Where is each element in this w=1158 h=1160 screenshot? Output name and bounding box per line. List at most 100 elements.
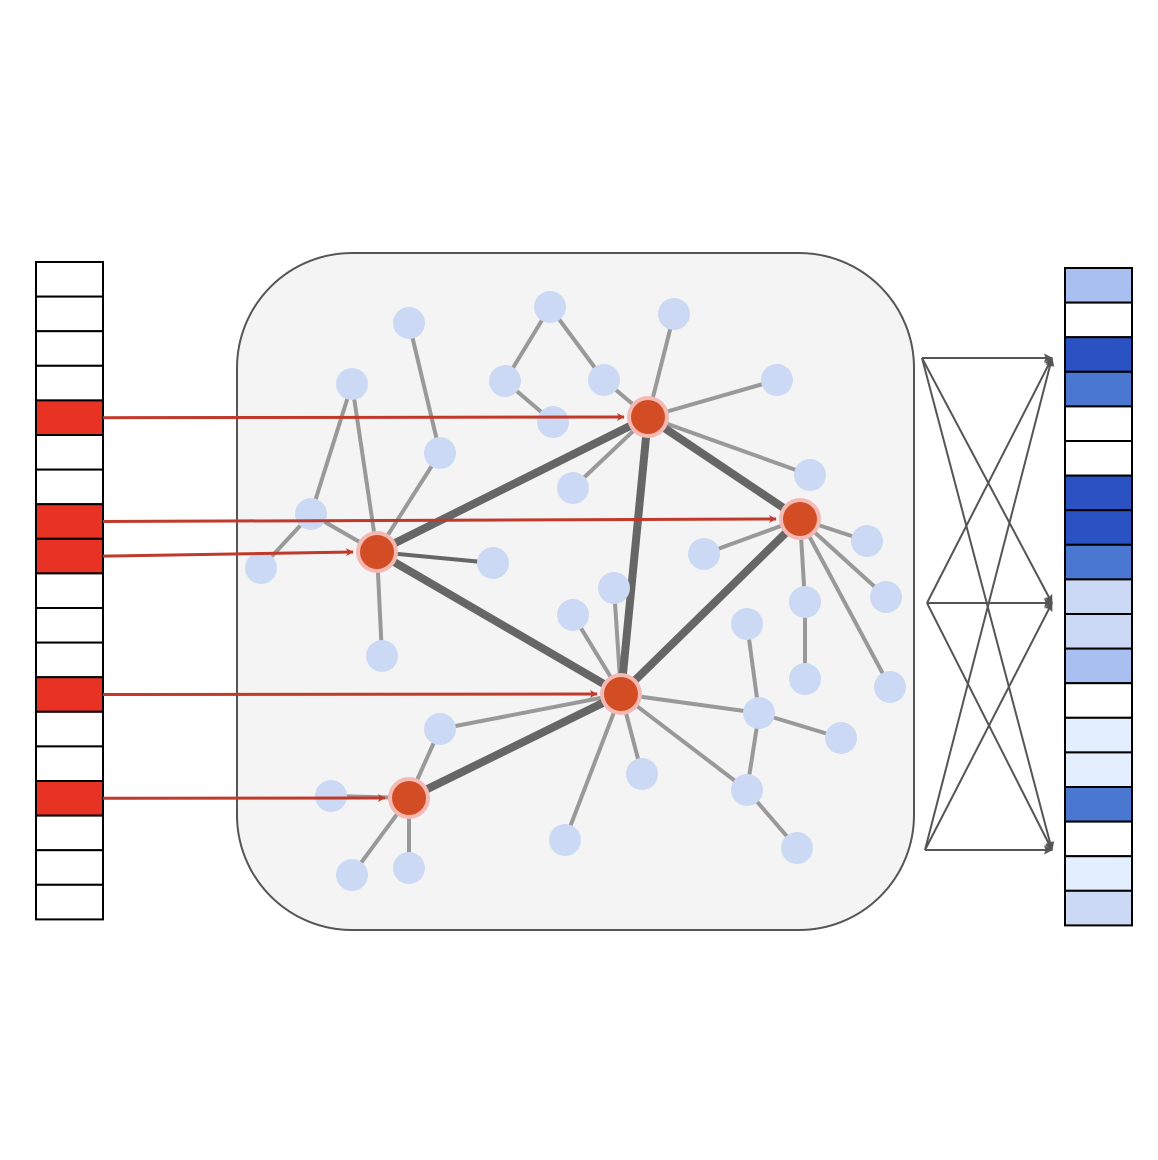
input-cell-16 [35,814,104,852]
light-node-33 [336,859,368,891]
edge-hub-d-l31 [563,692,623,842]
output-cell-14 [1064,751,1133,789]
edge-l7-hub-a [646,378,779,419]
light-node-11 [557,472,589,504]
output-cell-15 [1064,786,1133,823]
light-node-22 [366,640,398,672]
graph-panel [236,252,915,931]
input-cell-14 [35,745,104,783]
output-cell-8 [1064,543,1133,581]
light-node-27 [825,722,857,754]
edge-l1-l9 [407,321,442,455]
light-node-13 [688,538,720,570]
edge-l4-hub-c [350,382,379,554]
edge-l4-l12 [309,382,354,516]
light-node-6 [588,364,620,396]
hub-c-node [360,535,394,569]
input-cell-6 [35,468,104,506]
light-node-21 [731,608,763,640]
light-node-24 [874,671,906,703]
input-cell-9 [35,572,104,610]
output-cell-11 [1064,647,1133,685]
light-node-18 [557,599,589,631]
light-node-34 [393,852,425,884]
output-cell-4 [1064,405,1133,442]
input-arrow-hub-b [102,515,777,524]
input-cell-7 [35,503,104,540]
output-cell-2 [1064,336,1133,373]
output-cell-16 [1064,820,1133,858]
output-cell-9 [1064,578,1133,616]
light-node-17 [598,572,630,604]
input-cell-0 [35,261,104,298]
light-node-28 [626,758,658,790]
hub-e-node [392,781,426,815]
light-node-3 [658,298,690,330]
input-cell-4 [35,399,104,436]
light-node-16 [477,547,509,579]
output-cell-18 [1064,889,1133,927]
hub-nodes [356,396,821,819]
light-node-25 [743,697,775,729]
output-cell-12 [1064,682,1133,719]
light-node-32 [781,832,813,864]
input-cell-2 [35,330,104,367]
output-cell-10 [1064,613,1133,650]
output-cell-6 [1064,474,1133,512]
edge-hub-b-l24 [798,517,892,689]
output-vector [1064,267,1133,927]
input-arrow-hub-a [102,413,625,422]
heavy-edge-hub-a-hub-b [644,413,804,523]
light-node-8 [537,406,569,438]
output-cell-1 [1064,301,1133,339]
light-node-29 [731,774,763,806]
light-node-9 [424,437,456,469]
input-arrow-hub-d [102,690,598,699]
light-node-2 [534,291,566,323]
output-cell-3 [1064,370,1133,408]
input-cell-12 [35,676,104,713]
heavy-edge-hub-a-hub-d [617,413,652,698]
input-cell-3 [35,364,104,402]
input-cell-8 [35,537,104,575]
light-node-26 [424,713,456,745]
light-node-23 [789,663,821,695]
input-cell-11 [35,641,104,679]
light-node-10 [794,459,826,491]
light-node-12 [295,498,327,530]
input-cell-5 [35,434,104,471]
input-cell-10 [35,607,104,644]
output-cell-17 [1064,855,1133,892]
light-nodes [245,291,906,891]
output-arrow-2-0 [924,357,1055,851]
light-node-15 [245,552,277,584]
light-node-4 [336,368,368,400]
hub-b-node [783,502,817,536]
light-node-20 [789,586,821,618]
input-cell-13 [35,710,104,748]
edge-hub-d-l25 [619,692,761,715]
input-cell-1 [35,295,104,333]
input-cell-15 [35,780,104,817]
light-node-19 [870,581,902,613]
input-arrow-hub-c [102,548,354,558]
output-arrow-2-1 [924,602,1053,851]
output-cell-0 [1064,267,1133,304]
hub-a-node [631,400,665,434]
light-node-30 [315,780,347,812]
output-arrows [921,353,1055,855]
input-vector [35,261,104,921]
light-node-5 [489,365,521,397]
light-node-14 [851,525,883,557]
edge-hub-a-l10 [646,415,812,477]
hub-d-node [604,677,638,711]
light-node-1 [393,307,425,339]
output-arrow-1-0 [926,357,1053,604]
heavy-edge-hub-b-hub-d [617,515,804,698]
light-node-7 [761,364,793,396]
heavy-edge-hub-c-hub-a [373,413,652,556]
output-cell-13 [1064,716,1133,754]
input-cell-18 [35,883,104,921]
heavy-edges [373,413,804,802]
